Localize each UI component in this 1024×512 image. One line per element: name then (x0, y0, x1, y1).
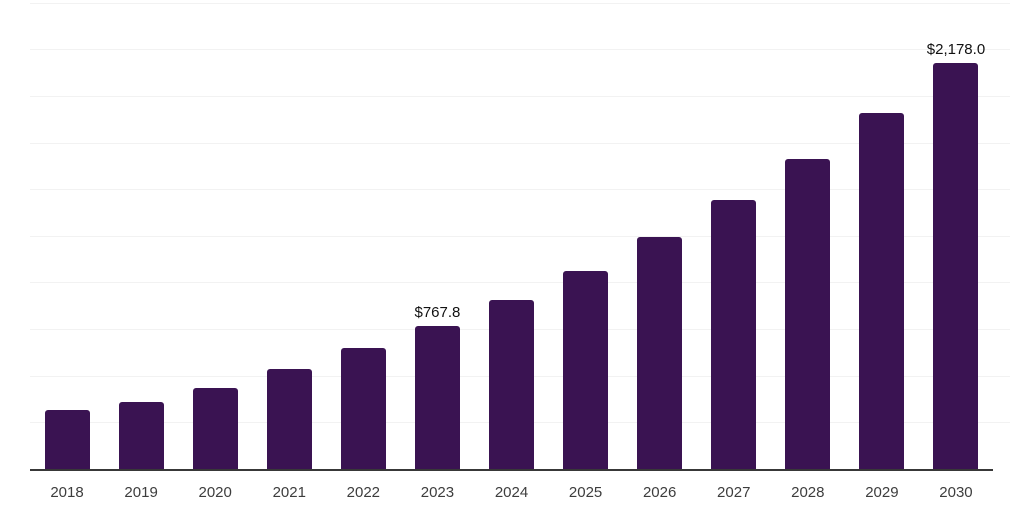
x-tick-label-2027: 2027 (717, 484, 751, 501)
x-tick-label-2020: 2020 (198, 484, 232, 501)
bar-slot (178, 2, 252, 469)
bar-2023 (414, 325, 460, 469)
bar-2026 (637, 237, 683, 469)
bar-2027 (711, 200, 757, 469)
bar-2029 (859, 112, 905, 469)
bar-2024 (489, 300, 534, 469)
bar-slot (30, 2, 104, 469)
bars-row: $767.8 $2,178.0 (30, 2, 993, 469)
bar-2018 (44, 409, 90, 469)
bar-2030 (933, 62, 979, 469)
x-tick-label-2024: 2024 (494, 484, 529, 501)
x-tick-label-2023: 2023 (420, 484, 455, 501)
bar-slot (697, 2, 771, 469)
bar-2021 (266, 369, 312, 469)
bar-slot: $2,178.0 (919, 2, 993, 469)
x-tick-label-2026: 2026 (642, 484, 677, 501)
x-tick-label-2022: 2022 (346, 484, 381, 501)
x-tick-label-2021: 2021 (272, 484, 306, 501)
bar-slot (104, 2, 178, 469)
bar-slot: $767.8 (400, 2, 474, 469)
x-axis-labels: 2018 2019 2020 2021 2022 2023 2024 2025 2026 2027… (30, 484, 993, 501)
bar-slot (252, 2, 326, 469)
bar-value-label: $2,178.0 (926, 40, 986, 58)
bar-slot (771, 2, 845, 469)
x-tick-label-2019: 2019 (124, 484, 158, 501)
bar-slot (474, 2, 548, 469)
x-tick-label-2030: 2030 (939, 484, 973, 501)
x-tick-label-2028: 2028 (791, 484, 825, 501)
x-axis-line (30, 469, 993, 471)
x-tick-label-2025: 2025 (568, 484, 603, 501)
x-tick-label-2018: 2018 (50, 484, 84, 501)
bar-slot (326, 2, 400, 469)
bar-slot (845, 2, 919, 469)
bar-2028 (785, 159, 831, 469)
bar-2025 (563, 271, 609, 469)
bar-2022 (340, 348, 386, 469)
x-tick-label-2029: 2029 (865, 484, 899, 501)
bar-slot (623, 2, 697, 469)
bar-slot (549, 2, 623, 469)
bar-2020 (192, 387, 238, 469)
bar-2019 (118, 402, 164, 469)
bar-value-label: $767.8 (414, 303, 461, 321)
